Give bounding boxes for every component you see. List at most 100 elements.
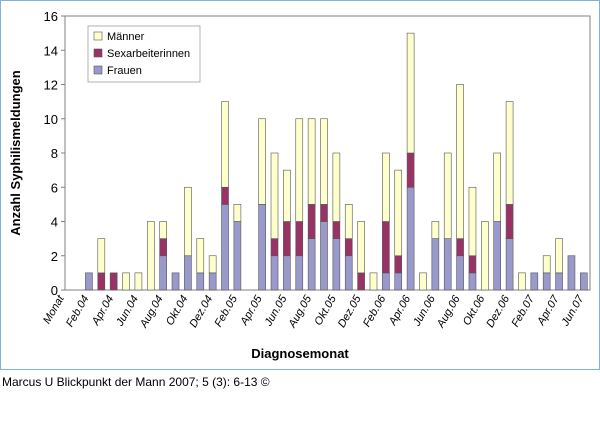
bar-segment <box>233 204 242 222</box>
legend-swatch <box>93 31 103 41</box>
y-tick-label: 8 <box>51 146 58 161</box>
bar-segment <box>307 118 316 205</box>
bar-segment <box>555 272 563 291</box>
legend-swatch <box>93 65 103 75</box>
bar-segment <box>406 186 415 291</box>
bar-segment <box>406 152 415 188</box>
bar-segment <box>443 152 452 239</box>
bar-segment <box>283 169 291 222</box>
bar-segment <box>493 221 502 291</box>
bar-segment <box>295 221 304 257</box>
bar-segment <box>344 204 353 239</box>
bar-segment <box>134 272 143 291</box>
y-tick-label: 0 <box>51 283 58 298</box>
bar-segment <box>567 255 576 291</box>
bar-segment <box>270 255 279 291</box>
bar-segment <box>382 221 390 274</box>
bar-segment <box>555 238 563 274</box>
y-tick-label: 2 <box>51 249 58 264</box>
legend-box <box>87 25 201 83</box>
bar-segment <box>456 255 464 291</box>
bar-segment <box>221 101 229 188</box>
bar-segment <box>320 221 328 291</box>
bar-segment <box>344 255 353 291</box>
legend-label: Frauen <box>107 65 142 77</box>
legend-label: Männer <box>107 31 145 43</box>
bar-segment <box>394 169 403 257</box>
bar-segment <box>146 221 155 291</box>
bar-segment <box>332 152 341 222</box>
bar-segment <box>481 221 489 291</box>
bar-segment <box>320 204 328 222</box>
bar-segment <box>431 238 440 291</box>
bar-segment <box>505 204 514 239</box>
x-axis-label: Diagnosemonat <box>251 346 349 361</box>
bar-segment <box>530 272 539 291</box>
bar-segment <box>283 255 291 291</box>
bar-segment <box>295 255 304 291</box>
footer: Marcus U Blickpunkt der Mann 2007; 5 (3)… <box>2 375 270 389</box>
bar-segment <box>307 238 316 291</box>
bar-segment <box>505 101 514 205</box>
bar-segment <box>332 221 341 239</box>
bar-segment <box>258 204 266 291</box>
bar-segment <box>85 272 93 291</box>
bar-segment <box>419 272 427 291</box>
bar-segment <box>122 272 130 291</box>
bar-segment <box>468 186 477 257</box>
bar-segment <box>109 272 118 291</box>
bar-segment <box>332 238 341 291</box>
bar-segment <box>184 186 192 257</box>
bar-segment <box>443 238 452 291</box>
bar-segment <box>159 238 167 257</box>
bar-segment <box>270 238 279 257</box>
bar-segment <box>171 272 180 291</box>
bar-segment <box>344 238 353 257</box>
y-tick-label: 10 <box>44 112 58 127</box>
bar-segment <box>456 84 464 239</box>
bar-segment <box>97 238 106 274</box>
bar-segment <box>221 204 229 291</box>
bar-segment <box>468 255 477 274</box>
bar-segment <box>208 255 217 274</box>
y-tick-label: 14 <box>44 43 58 58</box>
bar-segment <box>382 272 390 291</box>
bar-segment <box>518 272 526 291</box>
bar-segment <box>295 118 304 222</box>
bar-segment <box>542 255 551 274</box>
bar-segment <box>258 118 266 205</box>
y-tick-label: 12 <box>44 78 58 93</box>
bar-segment <box>221 186 229 205</box>
bar-segment <box>369 272 378 291</box>
bar-segment <box>196 272 205 291</box>
bar-segment <box>493 152 502 222</box>
bar-segment <box>357 272 365 291</box>
bar-segment <box>456 238 464 257</box>
bar-segment <box>307 204 316 239</box>
bar-segment <box>270 152 279 239</box>
bar-segment <box>394 255 403 274</box>
bar-segment <box>159 255 167 291</box>
bar-segment <box>382 152 390 222</box>
legend-label: Sexarbeiterinnen <box>107 48 190 60</box>
bar-segment <box>394 272 403 291</box>
bar-segment <box>357 221 365 274</box>
bar-segment <box>208 272 217 291</box>
bar-segment <box>159 221 167 239</box>
bar-segment <box>468 272 477 291</box>
y-tick-label: 6 <box>51 180 58 195</box>
bar-segment <box>320 118 328 205</box>
bar-segment <box>184 255 192 291</box>
bar-segment <box>505 238 514 291</box>
bar-segment <box>233 221 242 291</box>
bar-segment <box>580 272 588 291</box>
legend-swatch <box>93 48 103 58</box>
bar-segment <box>542 272 551 291</box>
y-axis-label: Anzahl Syphilismeldungen <box>8 70 23 235</box>
bar-segment <box>283 221 291 257</box>
bar-segment <box>196 238 205 274</box>
bar-segment <box>406 32 415 154</box>
bar-segment <box>97 272 106 291</box>
bar-segment <box>431 221 440 239</box>
